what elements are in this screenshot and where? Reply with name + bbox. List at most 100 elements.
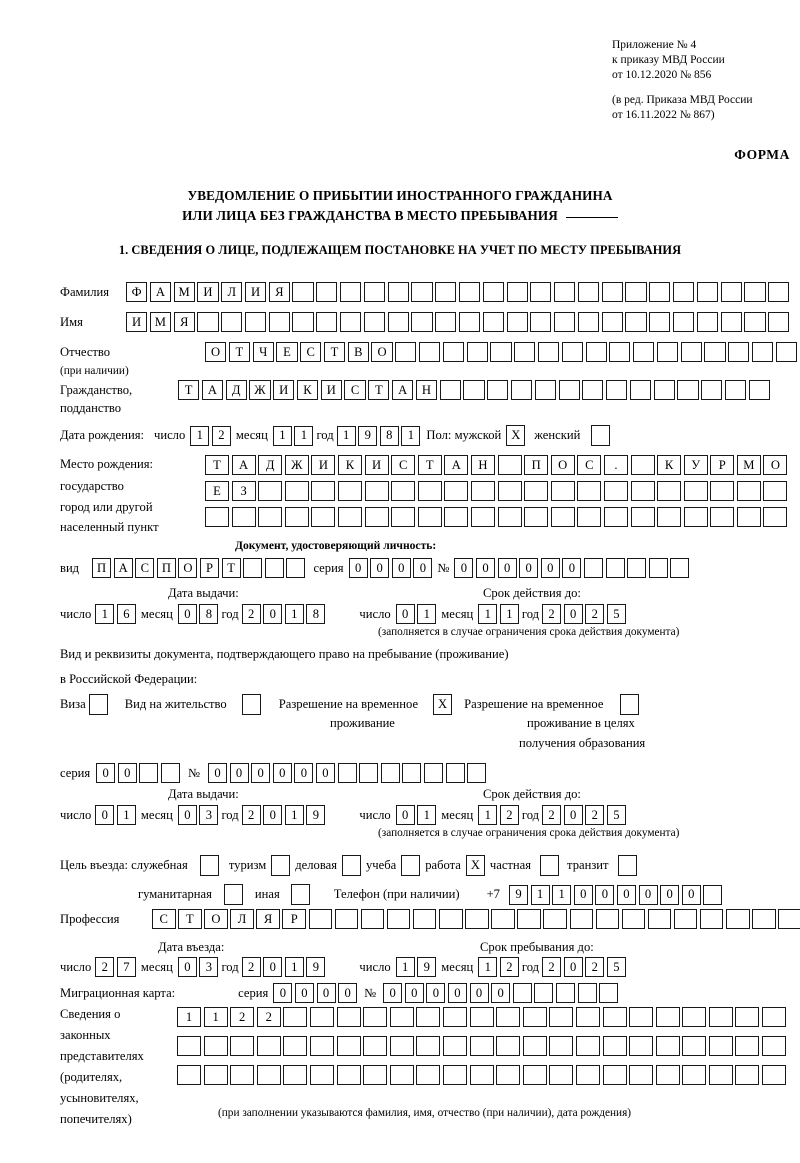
form-cell[interactable]: П [92, 558, 112, 578]
form-cell[interactable] [391, 507, 416, 527]
form-cell[interactable]: 0 [95, 805, 115, 825]
form-cell[interactable]: 9 [306, 957, 326, 977]
form-cell[interactable]: М [173, 282, 195, 302]
form-cell[interactable]: Ж [249, 380, 271, 400]
form-cell[interactable] [735, 1007, 760, 1027]
form-cell[interactable] [466, 342, 488, 362]
form-cell[interactable] [423, 763, 443, 783]
form-cell[interactable]: 2 [499, 805, 519, 825]
form-cell[interactable]: 8 [306, 604, 326, 624]
form-cell[interactable] [724, 380, 747, 400]
form-cell[interactable]: 2 [95, 957, 115, 977]
form-cell[interactable]: О [550, 455, 575, 475]
form-cell[interactable] [603, 507, 628, 527]
form-cell[interactable]: 5 [606, 604, 626, 624]
form-cell[interactable]: 0 [447, 983, 467, 1003]
form-cell[interactable]: 3 [199, 805, 219, 825]
form-cell[interactable]: 0 [426, 983, 446, 1003]
form-cell[interactable] [337, 481, 362, 501]
form-cell[interactable]: Ф [126, 282, 148, 302]
form-cell[interactable] [649, 282, 671, 302]
form-cell[interactable] [530, 282, 552, 302]
form-cell[interactable] [672, 282, 695, 302]
form-cell[interactable] [606, 380, 628, 400]
form-cell[interactable] [629, 1036, 654, 1056]
form-cell[interactable] [416, 1036, 441, 1056]
form-cell[interactable]: 0 [96, 763, 116, 783]
form-cell[interactable] [708, 1036, 733, 1056]
form-cell[interactable] [416, 1065, 441, 1085]
form-cell[interactable]: 0 [454, 558, 474, 578]
form-cell[interactable] [497, 455, 522, 475]
visa-checkbox[interactable] [88, 694, 108, 715]
form-cell[interactable]: Е [276, 342, 298, 362]
form-cell[interactable] [336, 1065, 361, 1085]
form-cell[interactable]: 0 [251, 763, 271, 783]
form-cell[interactable] [258, 507, 283, 527]
form-cell[interactable] [522, 1036, 547, 1056]
form-cell[interactable]: И [320, 380, 342, 400]
form-cell[interactable] [655, 1036, 680, 1056]
form-cell[interactable]: 2 [542, 604, 562, 624]
form-cell[interactable] [575, 1065, 600, 1085]
form-cell[interactable] [762, 1036, 787, 1056]
form-cell[interactable] [601, 312, 623, 332]
form-cell[interactable] [710, 507, 735, 527]
form-cell[interactable]: 2 [241, 957, 261, 977]
form-cell[interactable]: 3 [199, 957, 219, 977]
form-cell[interactable] [444, 507, 469, 527]
form-cell[interactable] [549, 1036, 574, 1056]
form-cell[interactable] [524, 481, 549, 501]
form-cell[interactable]: С [300, 342, 322, 362]
form-cell[interactable] [517, 909, 541, 929]
form-cell[interactable] [699, 909, 724, 929]
form-cell[interactable] [708, 1065, 733, 1085]
form-cell[interactable] [768, 312, 790, 332]
form-cell[interactable] [543, 909, 567, 929]
form-cell[interactable]: О [204, 909, 228, 929]
form-cell[interactable] [696, 312, 718, 332]
form-cell[interactable] [316, 282, 338, 302]
form-cell[interactable] [230, 1065, 255, 1085]
form-cell[interactable]: М [149, 312, 171, 332]
form-cell[interactable]: И [244, 282, 267, 302]
form-cell[interactable] [703, 884, 723, 905]
form-cell[interactable]: 2 [241, 805, 261, 825]
form-cell[interactable] [458, 282, 481, 302]
form-cell[interactable] [435, 312, 457, 332]
sex-female-checkbox[interactable] [591, 425, 611, 446]
form-cell[interactable]: К [337, 455, 362, 475]
form-cell[interactable]: 0 [563, 957, 583, 977]
form-cell[interactable] [653, 380, 675, 400]
form-cell[interactable] [736, 481, 761, 501]
form-cell[interactable]: 1 [478, 957, 498, 977]
form-cell[interactable] [389, 1036, 414, 1056]
form-cell[interactable] [309, 1007, 334, 1027]
form-cell[interactable]: 0 [404, 983, 424, 1003]
form-cell[interactable] [491, 909, 515, 929]
form-cell[interactable] [682, 1007, 707, 1027]
form-cell[interactable]: Т [221, 558, 241, 578]
form-cell[interactable] [444, 481, 469, 501]
form-cell[interactable] [683, 507, 708, 527]
form-cell[interactable]: 2 [585, 957, 605, 977]
form-cell[interactable]: 2 [256, 1007, 281, 1027]
form-cell[interactable] [605, 558, 625, 578]
form-cell[interactable] [177, 1065, 201, 1085]
form-cell[interactable] [762, 1065, 787, 1085]
form-cell[interactable] [672, 312, 695, 332]
form-cell[interactable] [577, 983, 597, 1003]
form-cell[interactable]: 1 [190, 425, 210, 446]
form-cell[interactable] [442, 1065, 467, 1085]
form-cell[interactable] [550, 507, 575, 527]
form-cell[interactable] [412, 909, 437, 929]
form-cell[interactable]: 2 [499, 957, 519, 977]
